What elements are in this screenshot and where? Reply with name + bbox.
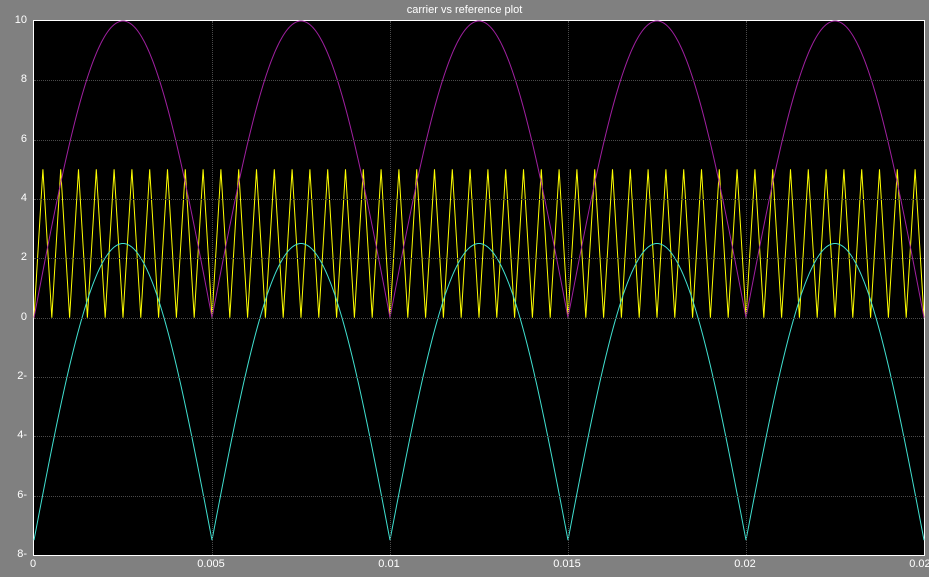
grid-line-horizontal bbox=[34, 377, 924, 378]
x-tick-label: 0.005 bbox=[197, 558, 225, 570]
grid-line-vertical bbox=[568, 21, 569, 555]
grid-line-vertical bbox=[746, 21, 747, 555]
grid-line-horizontal bbox=[34, 140, 924, 141]
series-layer bbox=[34, 21, 924, 555]
figure-window: carrier vs reference plot -8-6-4-2024681… bbox=[0, 0, 929, 577]
grid-line-horizontal bbox=[34, 436, 924, 437]
grid-line-horizontal bbox=[34, 80, 924, 81]
grid-line-vertical bbox=[212, 21, 213, 555]
x-tick-label: 0.02 bbox=[734, 558, 755, 570]
grid-line-horizontal bbox=[34, 318, 924, 319]
chart-title: carrier vs reference plot bbox=[0, 4, 929, 16]
grid-line-horizontal bbox=[34, 199, 924, 200]
x-tick-label: 0.01 bbox=[378, 558, 399, 570]
x-tick-label: 0 bbox=[30, 558, 36, 570]
grid-line-horizontal bbox=[34, 258, 924, 259]
x-tick-label: 0.015 bbox=[553, 558, 581, 570]
plot-area bbox=[33, 20, 925, 556]
grid-line-horizontal bbox=[34, 496, 924, 497]
x-tick-label: 0.025 bbox=[909, 558, 929, 570]
grid-line-vertical bbox=[390, 21, 391, 555]
